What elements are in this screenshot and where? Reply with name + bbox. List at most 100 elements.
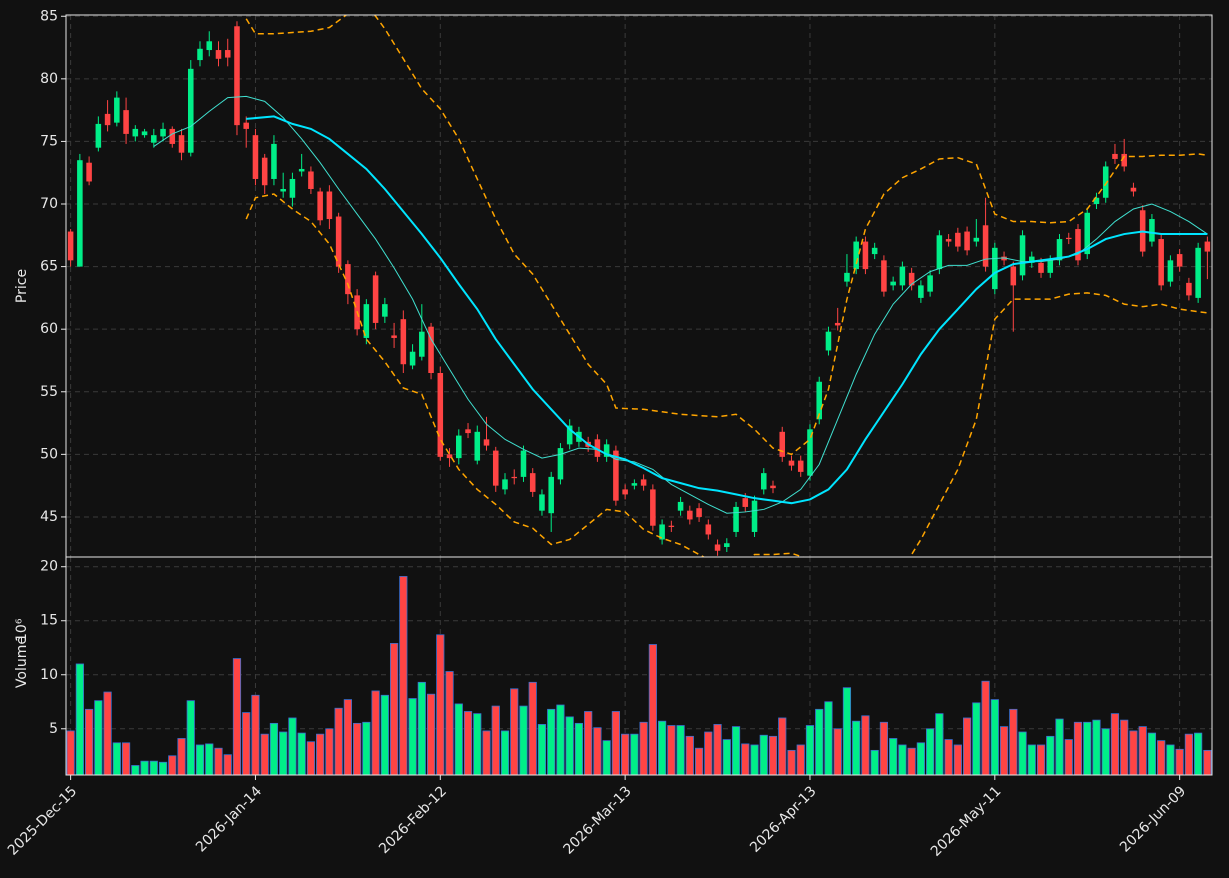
candle-body: [825, 331, 832, 351]
volume-bar: [805, 725, 815, 775]
candle-body: [1084, 212, 1091, 255]
volume-bar: [500, 730, 510, 775]
volume-bar: [750, 744, 759, 775]
candle-body: [992, 247, 998, 290]
candle-body: [1130, 187, 1137, 192]
candle-body: [206, 41, 213, 51]
volume-bar: [704, 731, 713, 775]
volume-bar: [371, 690, 380, 775]
price-panel: [66, 15, 1212, 557]
candle-body: [603, 444, 610, 457]
candle-body: [594, 439, 601, 457]
volume-bar: [731, 726, 741, 775]
volume-bar: [658, 720, 667, 775]
candle-body: [123, 110, 129, 134]
candle-body: [1176, 254, 1183, 267]
candle-body: [1186, 282, 1192, 296]
candle-body: [788, 460, 795, 466]
volume-bar: [778, 717, 787, 775]
volume-bar: [1184, 733, 1193, 775]
volume-panel: [66, 557, 1212, 775]
volume-bar: [907, 747, 916, 775]
candle-body: [483, 439, 490, 446]
y-tick-label: 75: [40, 133, 58, 149]
candle-body: [548, 476, 554, 514]
candle-body: [178, 135, 185, 153]
volume-bar: [879, 721, 889, 775]
volume-bar: [510, 688, 519, 775]
candle-body: [973, 237, 980, 242]
volume-bar: [436, 634, 445, 775]
volume-bar: [611, 711, 620, 775]
candle-body: [67, 231, 74, 261]
volume-bar: [195, 744, 205, 775]
candle-body: [1121, 153, 1127, 167]
volume-bar: [131, 765, 140, 775]
candle-body: [705, 524, 712, 535]
volume-scale-label: 10⁶: [14, 618, 30, 642]
volume-bar: [149, 760, 158, 775]
candle-body: [252, 135, 259, 179]
candle-body: [908, 272, 915, 286]
volume-bar: [648, 644, 657, 775]
volume-bar: [574, 722, 584, 775]
candle-body: [1112, 153, 1118, 159]
volume-bar: [593, 727, 602, 775]
candle-body: [622, 489, 628, 495]
volume-bar: [297, 732, 306, 775]
candle-body: [742, 498, 749, 507]
volume-bar: [944, 739, 953, 775]
candle-body: [918, 285, 924, 298]
volume-bar: [713, 724, 722, 775]
candle-body: [927, 275, 933, 292]
candle-body: [566, 425, 573, 445]
volume-bar: [380, 694, 389, 775]
volume-bar: [676, 725, 685, 775]
volume-bar: [999, 726, 1009, 775]
volume-bar: [519, 705, 528, 775]
volume-bar: [759, 734, 768, 775]
candle-body: [631, 483, 638, 486]
volume-bar: [1064, 739, 1073, 775]
volume-bar: [1009, 708, 1018, 775]
candle-body: [372, 275, 379, 323]
candle-body: [474, 431, 481, 461]
volume-bar: [565, 716, 574, 775]
volume-bar: [251, 694, 260, 775]
volume-bar: [269, 722, 279, 775]
candle-body: [668, 525, 675, 527]
volume-bar: [962, 717, 972, 775]
candle-body: [853, 241, 859, 270]
volume-bar: [288, 717, 297, 775]
candle-body: [807, 429, 813, 476]
candle-body: [234, 26, 240, 126]
candle-body: [446, 454, 453, 459]
candle-body: [1167, 260, 1174, 282]
volume-bar: [898, 744, 907, 775]
volume-bar: [1027, 744, 1036, 775]
candle-body: [1075, 229, 1081, 261]
volume-bar: [232, 658, 242, 775]
candle-body: [881, 260, 887, 292]
volume-bar: [205, 743, 214, 775]
axes: 2025-Dec-15 2026-Jan-14 2026-Feb-12 2026-Ma…: [5, 8, 1213, 860]
volume-bar: [741, 743, 750, 775]
volume-bar: [935, 713, 944, 775]
candle-body: [964, 231, 970, 251]
candle-body: [197, 48, 203, 61]
candle-body: [409, 351, 416, 366]
volume-bar: [852, 720, 861, 775]
candle-body: [760, 473, 767, 490]
candle-body: [899, 266, 906, 286]
volume-bar: [824, 701, 833, 775]
volume-bar: [694, 747, 704, 775]
volume-bar: [1166, 744, 1175, 775]
volume-bar: [861, 715, 870, 775]
overlay-line: [245, 193, 1208, 557]
candle-body: [298, 168, 305, 172]
volume-bar: [528, 681, 537, 775]
candle-body: [363, 304, 370, 338]
candle-body: [141, 131, 148, 136]
y-tick-label: 5: [49, 721, 58, 737]
volume-bar: [1073, 721, 1083, 775]
